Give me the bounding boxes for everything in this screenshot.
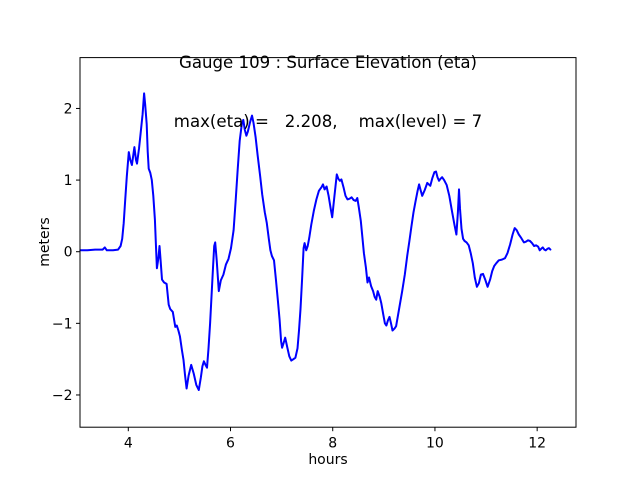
y-axis-label: meters: [37, 217, 53, 267]
y-tick-label: 1: [64, 173, 73, 189]
chart-title-line1: Gauge 109 : Surface Elevation (eta): [178, 53, 478, 72]
plot-line-eta: [79, 92, 552, 391]
x-tick-label: 10: [426, 436, 444, 452]
x-tick-label: 8: [328, 436, 337, 452]
x-tick-label: 6: [226, 436, 235, 452]
x-tick-label: 12: [528, 436, 546, 452]
y-tick-label: −2: [52, 388, 73, 404]
axes-frame: [79, 57, 577, 428]
y-tick-label: 0: [64, 245, 73, 261]
y-tick-label: −1: [52, 316, 73, 332]
chart-title: Gauge 109 : Surface Elevation (eta) max(…: [80, 14, 576, 170]
chart-title-line2: max(eta) = 2.208, max(level) = 7: [173, 111, 483, 131]
y-tick-label: 2: [64, 101, 73, 117]
x-axis-label: hours: [308, 452, 348, 468]
x-tick-label: 4: [124, 436, 133, 452]
